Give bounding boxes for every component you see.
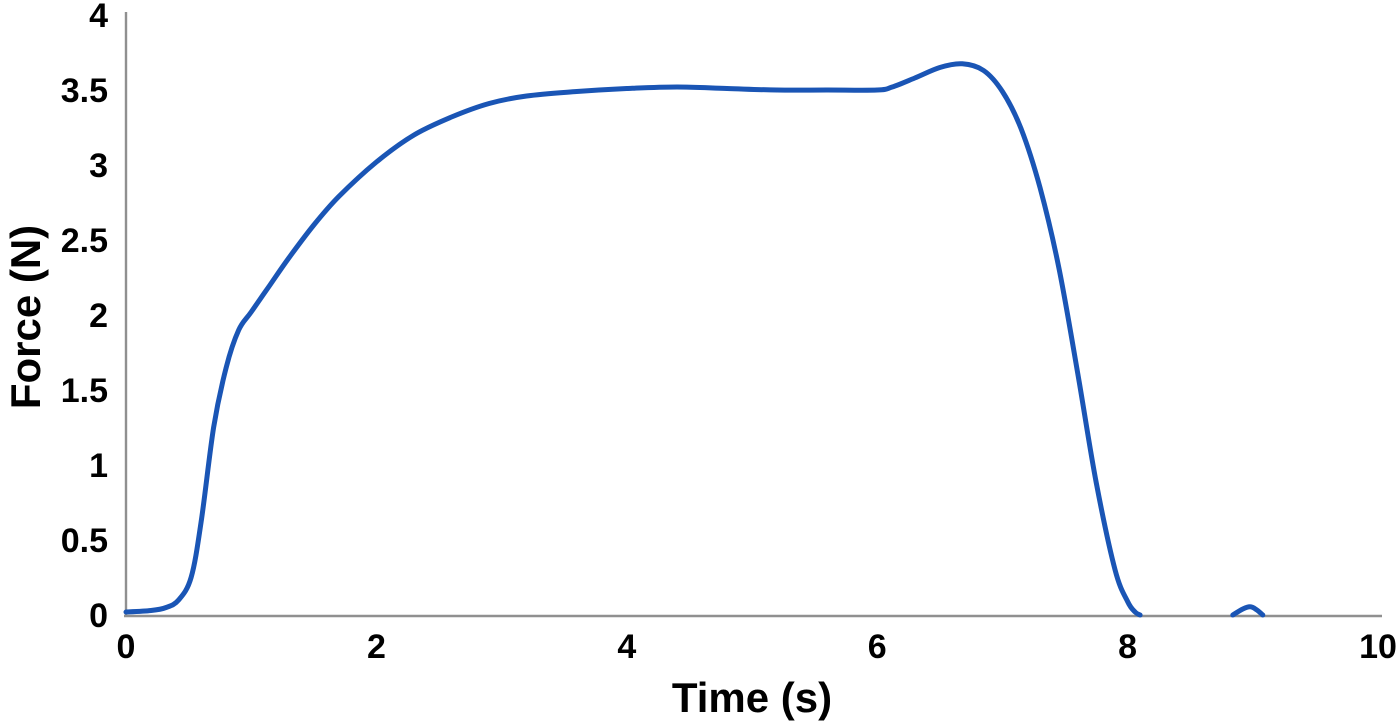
y-axis-title: Force (N) bbox=[2, 225, 49, 409]
y-tick-label: 0 bbox=[89, 597, 108, 635]
y-axis-tick-labels: 0 0.5 1 1.5 2 2.5 3 3.5 4 bbox=[61, 0, 108, 635]
y-tick-label: 3.5 bbox=[61, 72, 108, 110]
x-tick-label: 0 bbox=[117, 628, 136, 666]
force-curve-blip bbox=[1230, 604, 1266, 618]
x-axis-tick-labels: 0 2 4 6 8 10 bbox=[117, 628, 1397, 666]
x-tick-label: 10 bbox=[1359, 628, 1397, 666]
x-tick-label: 4 bbox=[617, 628, 636, 666]
x-tick-label: 2 bbox=[367, 628, 386, 666]
y-tick-label: 1 bbox=[89, 447, 108, 485]
force-series-line bbox=[123, 61, 1266, 618]
force-curve bbox=[123, 61, 1143, 618]
y-tick-label: 1.5 bbox=[61, 372, 108, 410]
y-tick-label: 4 bbox=[89, 0, 108, 35]
y-tick-label: 2.5 bbox=[61, 222, 108, 260]
x-axis-title: Time (s) bbox=[672, 674, 832, 721]
y-tick-label: 2 bbox=[89, 297, 108, 335]
x-tick-label: 6 bbox=[868, 628, 887, 666]
y-tick-label: 3 bbox=[89, 147, 108, 185]
x-tick-label: 8 bbox=[1118, 628, 1137, 666]
y-tick-label: 0.5 bbox=[61, 522, 108, 560]
